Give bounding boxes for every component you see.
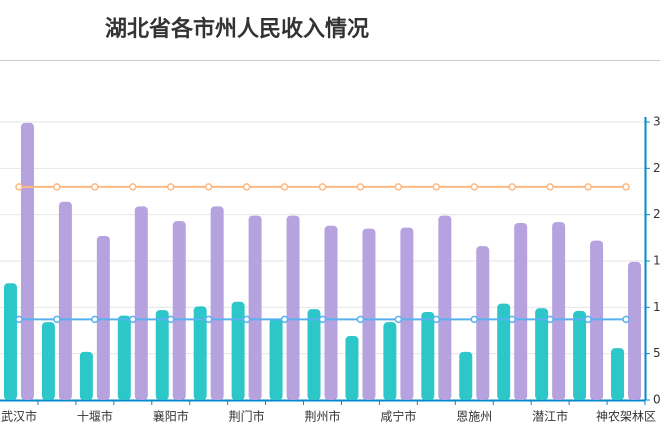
line-point bbox=[508, 315, 516, 324]
bar bbox=[210, 206, 224, 400]
line-point bbox=[280, 315, 289, 324]
bar bbox=[438, 215, 452, 400]
line-point bbox=[53, 315, 61, 324]
bar bbox=[286, 215, 300, 400]
bar bbox=[231, 301, 245, 400]
bar bbox=[476, 246, 490, 400]
line-point bbox=[394, 183, 403, 191]
bar bbox=[269, 318, 283, 400]
line-point bbox=[280, 183, 289, 191]
y-tick-label: 5000 bbox=[653, 346, 660, 360]
bar bbox=[96, 235, 110, 400]
bar bbox=[497, 303, 511, 400]
line-point bbox=[204, 315, 213, 324]
line-point bbox=[622, 183, 630, 191]
y-tick-label: 30000 bbox=[653, 115, 660, 129]
line-point bbox=[15, 183, 23, 191]
bar bbox=[79, 351, 93, 400]
line-point bbox=[432, 315, 441, 324]
chart-title: 湖北省各市州人民收入情况 bbox=[105, 16, 369, 42]
line-point bbox=[166, 315, 175, 324]
bar bbox=[193, 306, 207, 400]
line-point bbox=[15, 315, 23, 324]
bar bbox=[248, 215, 262, 400]
line-point bbox=[318, 183, 327, 191]
line-point bbox=[508, 183, 516, 191]
line-point bbox=[91, 315, 99, 324]
x-tick-label: 潜江市 bbox=[532, 409, 568, 424]
bar bbox=[134, 206, 148, 400]
line-point bbox=[432, 183, 441, 191]
line-point bbox=[242, 183, 251, 191]
bar bbox=[172, 221, 186, 400]
bar bbox=[628, 261, 642, 400]
x-tick-label: 荆门市 bbox=[229, 409, 265, 424]
bar bbox=[535, 308, 549, 400]
y-tick-label: 20000 bbox=[653, 207, 660, 221]
line-point bbox=[204, 183, 213, 191]
x-tick-label: 神农架林区 bbox=[596, 410, 656, 424]
line-point bbox=[356, 183, 365, 191]
bar bbox=[20, 122, 34, 400]
x-tick-label: 襄阳市 bbox=[153, 409, 189, 424]
line-point bbox=[470, 315, 479, 324]
bar bbox=[362, 228, 376, 400]
y-tick-label: 15000 bbox=[653, 254, 660, 268]
bar bbox=[400, 227, 414, 400]
bar bbox=[611, 348, 625, 400]
line-point bbox=[356, 315, 365, 324]
x-tick-label: 武汉市 bbox=[1, 409, 37, 424]
x-tick-label: 恩施州 bbox=[456, 410, 492, 424]
bar bbox=[307, 309, 321, 400]
line-point bbox=[546, 315, 554, 324]
line-point bbox=[129, 183, 137, 191]
line-point bbox=[53, 183, 61, 191]
x-tick-label: 荆州市 bbox=[304, 409, 340, 424]
line-point bbox=[584, 183, 592, 191]
line-point bbox=[91, 183, 99, 191]
bar bbox=[514, 223, 528, 400]
line-point bbox=[242, 315, 251, 324]
line-point bbox=[166, 183, 175, 191]
y-tick-label: 10000 bbox=[653, 300, 660, 314]
line-point bbox=[584, 315, 592, 324]
y-tick-label: 25000 bbox=[653, 161, 660, 175]
bar bbox=[324, 225, 338, 400]
bar bbox=[383, 322, 397, 400]
x-tick-label: 咸宁市 bbox=[380, 409, 416, 424]
line-point bbox=[546, 183, 554, 191]
bar bbox=[421, 311, 435, 400]
bar bbox=[41, 322, 55, 400]
x-tick-label: 十堰市 bbox=[77, 409, 113, 424]
line-point bbox=[470, 183, 479, 191]
bar bbox=[155, 310, 169, 400]
line-point bbox=[318, 315, 327, 324]
line-point bbox=[129, 315, 137, 324]
bar bbox=[459, 351, 473, 400]
y-tick-label: 0 bbox=[653, 393, 660, 407]
bar bbox=[3, 283, 17, 400]
bar bbox=[573, 311, 587, 400]
line-point bbox=[394, 315, 403, 324]
bar bbox=[552, 222, 566, 400]
bar bbox=[345, 336, 359, 400]
bar bbox=[58, 201, 72, 400]
line-point bbox=[622, 315, 630, 324]
bar bbox=[117, 315, 131, 400]
